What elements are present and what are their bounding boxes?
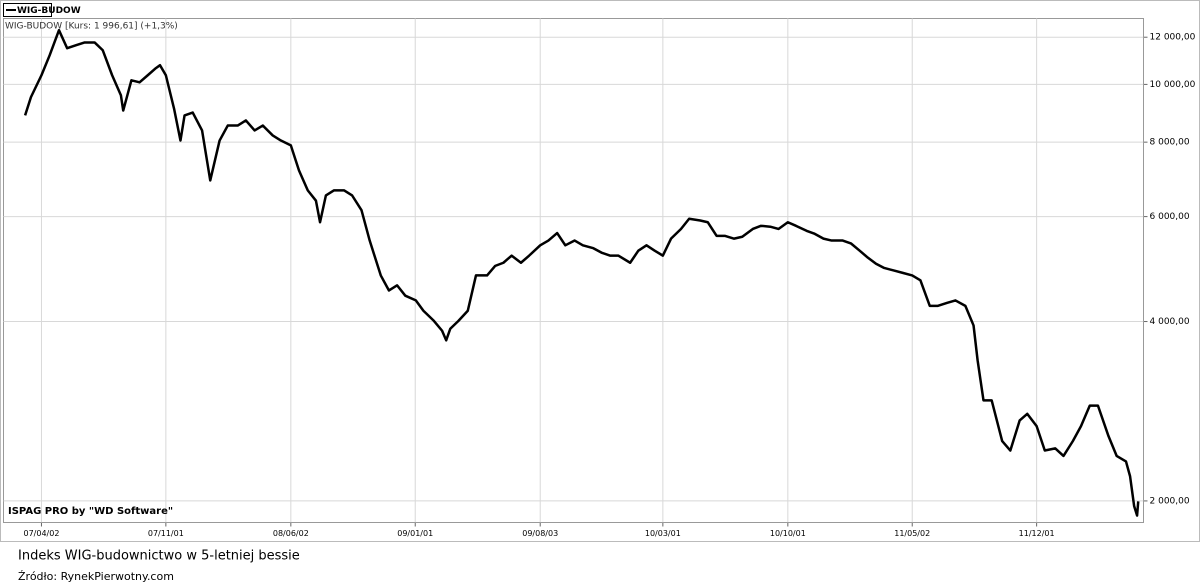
y-tick-label: 10 000,00 xyxy=(1150,80,1196,90)
watermark: ISPAG PRO by "WD Software" xyxy=(8,506,173,517)
y-tick-label: 4 000,00 xyxy=(1150,317,1190,327)
y-tick-label: 2 000,00 xyxy=(1150,496,1190,506)
y-tick-label: 6 000,00 xyxy=(1150,212,1190,222)
x-tick-label: 09/08/03 xyxy=(522,529,558,538)
grid: 2 000,00 4 000,00 6 000,00 8 000,00 10 000,0… xyxy=(3,18,1196,538)
x-tick-label: 08/06/02 xyxy=(273,529,309,538)
legend-label: WIG-BUDOW xyxy=(17,6,81,16)
x-tick-label: 11/12/01 xyxy=(1019,529,1055,538)
x-tick-label: 10/03/01 xyxy=(645,529,681,538)
x-tick-label: 10/10/01 xyxy=(770,529,806,538)
chart-title: Indeks WIG-budownictwo w 5-letniej bessi… xyxy=(18,549,300,564)
y-tick-label: 12 000,00 xyxy=(1150,33,1196,43)
legend-box xyxy=(3,3,52,17)
x-tick-label: 09/01/01 xyxy=(397,529,433,538)
source: Źródło: RynekPierwotny.com xyxy=(18,570,174,583)
x-tick-label: 07/04/02 xyxy=(23,529,59,538)
plot-area xyxy=(3,18,1144,523)
series xyxy=(23,28,1140,517)
chart-subtitle: WIG-BUDOW [Kurs: 1 996,61] (+1,3%) xyxy=(5,22,178,32)
series-line xyxy=(23,28,1140,517)
legend: WIG-BUDOW xyxy=(3,3,81,17)
x-tick-label: 07/11/01 xyxy=(148,529,184,538)
x-tick-label: 11/05/02 xyxy=(894,529,930,538)
y-tick-label: 8 000,00 xyxy=(1150,138,1190,148)
